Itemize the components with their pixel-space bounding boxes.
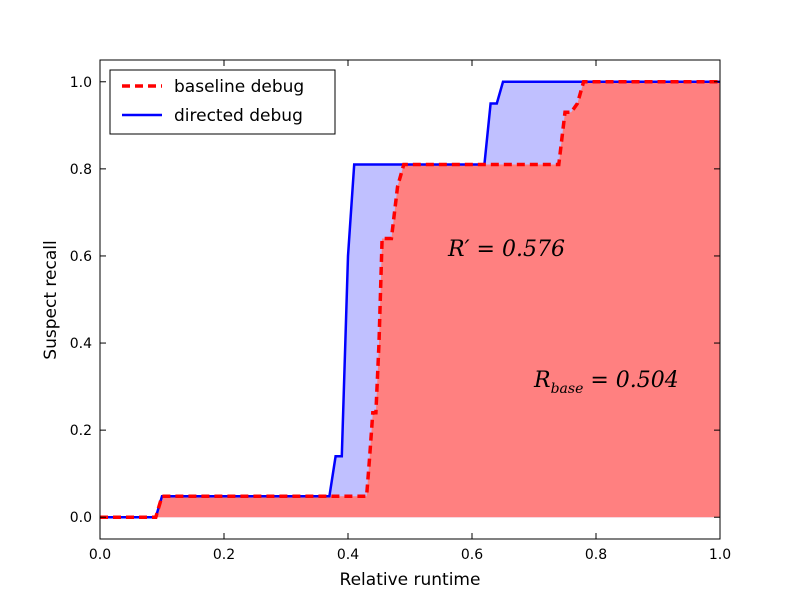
y-tick-label: 1.0 [70,75,92,91]
x-tick-label: 0.8 [585,547,607,563]
y-tick-label: 0.0 [70,510,92,526]
axes-frame [99,59,721,540]
x-axis-title: Relative runtime [340,570,481,590]
y-tick-label: 0.4 [70,336,92,352]
x-tick-label: 0.6 [461,547,483,563]
y-axis-title: Suspect recall [41,240,61,359]
x-axis-ticks: 0.0 0.2 0.4 0.6 0.8 1.0 [89,60,731,563]
legend-box [109,69,336,135]
x-tick-label: 0.2 [213,547,235,563]
y-axis-ticks: 0.0 0.2 0.4 0.6 0.8 1.0 [70,75,720,526]
annotation-r-base: Rbase = 0.504 [533,368,679,397]
directed-debug-line [100,80,720,519]
baseline-debug-line [100,80,720,519]
y-tick-label: 0.8 [70,162,92,178]
legend-directed-label: directed debug [174,106,303,126]
legend-baseline-label: baseline debug [174,77,304,97]
x-tick-label: 1.0 [709,547,731,563]
y-tick-label: 0.2 [70,423,92,439]
annotation-r-prime: R′ = 0.576 [447,237,565,262]
baseline-debug-fill-area [100,81,720,518]
legend: baseline debug directed debug [109,69,336,135]
y-tick-label: 0.6 [70,249,92,265]
x-tick-label: 0.0 [89,547,111,563]
x-tick-label: 0.4 [337,547,359,563]
